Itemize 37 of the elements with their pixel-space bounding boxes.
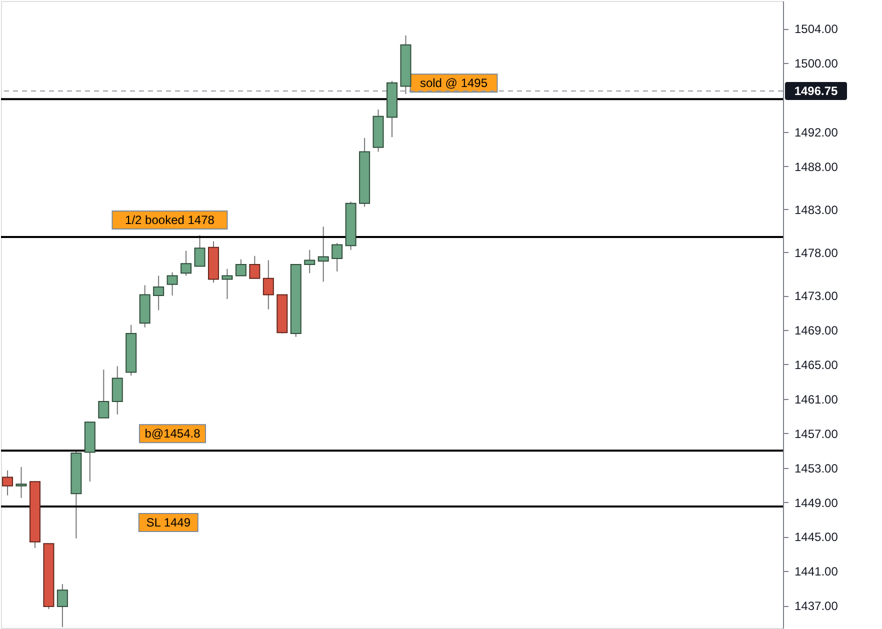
y-tick-label: 1453.00 [794, 461, 838, 476]
ref-line-label: SL 1449 [146, 516, 191, 530]
ref-line-label: 1/2 booked 1478 [125, 212, 215, 227]
ref-line-label: sold @ 1495 [420, 76, 488, 90]
candlestick [249, 255, 260, 279]
candlestick [166, 272, 178, 296]
candlestick [332, 242, 343, 272]
candlestick [222, 268, 233, 300]
candlestick [304, 249, 316, 274]
candlestick [112, 366, 123, 415]
y-tick-label: 1441.00 [794, 564, 838, 579]
y-tick-label: 1437.00 [794, 599, 838, 614]
y-tick-label: 1457.00 [794, 426, 838, 441]
y-tick-label: 1500.00 [794, 56, 838, 71]
y-tick-label: 1478.00 [794, 246, 838, 260]
y-tick-label: 1465.00 [794, 358, 838, 372]
y-tick-label: 1504.00 [794, 22, 838, 36]
candlestick [16, 466, 27, 498]
candlestick [2, 470, 14, 496]
candlestick [318, 226, 329, 282]
y-tick-label: 1488.00 [794, 160, 838, 174]
ref-line-label: 1496.75 [794, 84, 838, 98]
candlestick [235, 258, 246, 276]
candlestick [98, 369, 110, 418]
y-tick-label: 1445.00 [794, 530, 838, 544]
candlestick [180, 250, 192, 276]
candlestick [262, 260, 274, 310]
y-tick-label: 1483.00 [794, 202, 838, 217]
ref-line-label: b@1454.8 [144, 426, 201, 441]
y-tick-label: 1449.00 [794, 496, 838, 510]
candlestick [56, 584, 68, 628]
y-tick-label: 1473.00 [794, 289, 838, 304]
y-tick-label: 1469.00 [794, 324, 838, 338]
y-tick-label: 1492.00 [794, 125, 838, 140]
candlestick [194, 234, 206, 267]
y-tick-label: 1461.00 [794, 392, 838, 406]
candlestick [153, 275, 164, 311]
